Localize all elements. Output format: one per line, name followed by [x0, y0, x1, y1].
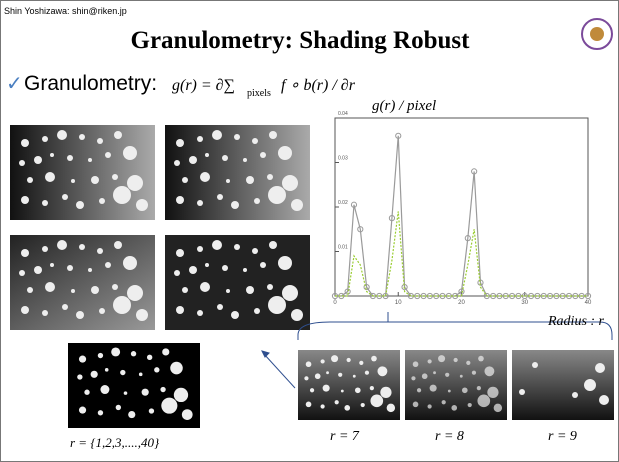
plot-frame	[334, 117, 589, 297]
caption: r = 9	[548, 429, 577, 444]
x-tick-label: 0	[333, 300, 337, 306]
point-marker	[331, 292, 339, 300]
x-tick-label: 40	[585, 300, 592, 306]
formula: g(r) = ∂∑	[172, 77, 235, 94]
point-marker	[464, 235, 471, 242]
point-marker	[388, 215, 396, 222]
caption: r = 8	[435, 429, 464, 444]
point-marker	[471, 168, 478, 175]
series-line	[335, 211, 588, 297]
author: Shin Yoshizawa: shin@riken.jp	[4, 6, 127, 16]
y-tick-label: 0.04	[338, 111, 348, 117]
logo	[581, 18, 613, 50]
point-marker	[483, 292, 490, 300]
y-tick-label: 0.01	[338, 245, 348, 251]
x-tick-label: 20	[458, 300, 465, 306]
connectors	[261, 312, 613, 389]
slide-title: Granulometry: Shading Robust	[131, 27, 471, 54]
x-axis-label: Radius : r	[547, 314, 605, 329]
formula-subscript: pixels	[247, 88, 271, 99]
point-marker	[350, 201, 358, 208]
y-tick-label: 0.02	[338, 200, 348, 206]
bullet-label: Granulometry:	[24, 72, 157, 95]
images	[10, 125, 614, 428]
x-tick-label: 10	[395, 300, 402, 306]
y-axis-label: g(r) / pixel	[372, 98, 436, 114]
caption: r = 7	[330, 429, 360, 444]
point-marker	[363, 284, 370, 291]
point-marker	[357, 226, 364, 233]
check-icon: ✓	[6, 73, 23, 95]
point-marker	[395, 132, 402, 139]
x-tick-label: 30	[521, 300, 528, 306]
formula-tail: f ∘ b(r) / ∂r	[281, 77, 356, 94]
y-tick-label: 0.03	[338, 156, 348, 162]
caption: r = {1,2,3,....,40}	[70, 435, 160, 450]
